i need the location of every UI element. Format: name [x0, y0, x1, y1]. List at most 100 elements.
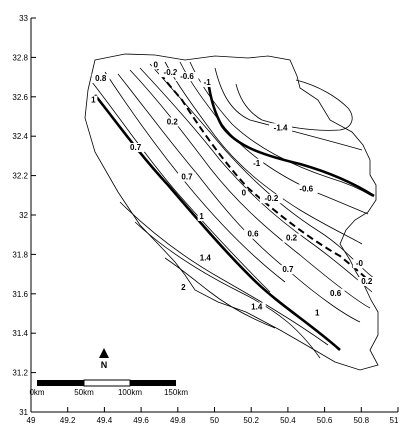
- scale-label-0: 0km: [29, 388, 44, 397]
- scale-bar-segment-3: [130, 380, 176, 386]
- north-arrow: N: [99, 348, 109, 370]
- contour-label-background: [244, 229, 263, 239]
- contour-label-text: 1: [199, 212, 204, 221]
- contour-label: 0.8: [91, 74, 110, 84]
- y-tick-label: 31.4: [12, 329, 28, 338]
- contour-labels: 0.80-0.2 -0.6-110.20.7-1.4-10.7-0.60-0.21…: [89, 60, 376, 318]
- contour-label: 0: [151, 60, 160, 70]
- x-tick-label: 49: [27, 416, 36, 425]
- contour-label-background: [352, 259, 366, 269]
- y-tick-label: 32.4: [12, 132, 28, 141]
- contour-label-text: 1: [91, 96, 96, 105]
- x-tick-label: 49.6: [133, 416, 149, 425]
- contour-label: -0.6: [175, 72, 199, 82]
- contour-label-background: [91, 74, 110, 84]
- contour-label: 0.2: [163, 117, 182, 127]
- y-tick-label: 33: [19, 14, 28, 23]
- contour-line--1.2: [214, 67, 363, 151]
- contour-label-background: [247, 302, 266, 312]
- contour-label: 1: [197, 211, 206, 221]
- contour-line-1.6: [134, 221, 321, 359]
- y-tick-label: 32: [19, 211, 28, 220]
- contour-label-text: 0.7: [282, 265, 294, 274]
- contour-label-background: [197, 211, 206, 221]
- contour-label: 0.2: [357, 276, 376, 286]
- contour-line--1: [206, 79, 375, 198]
- x-tick-label: 50.8: [354, 416, 370, 425]
- contour-label-background: [179, 282, 188, 292]
- scale-label-100: 100km: [118, 388, 142, 397]
- contour-label-background: [269, 123, 293, 133]
- contour-label: -0.2: [158, 68, 182, 78]
- north-arrow-icon: [99, 348, 109, 358]
- y-tick-label: 31: [19, 408, 28, 417]
- contour-label: 1: [313, 308, 322, 318]
- contour-label-background: [158, 68, 182, 78]
- contour-label-text: -1: [253, 159, 261, 168]
- contour-label-text: 0: [242, 188, 247, 197]
- contour-label-background: [239, 188, 248, 198]
- contour-label: 0.2: [282, 233, 301, 243]
- x-tick-label: 49.2: [60, 416, 76, 425]
- contour-line-0.4: [139, 67, 373, 293]
- contour-label: 2: [179, 282, 188, 292]
- axes: 49 49.2 49.4 49.6 49.8 50 50.2 50.4 50.6 50.8 51 3…: [12, 14, 399, 425]
- contour-label-background: [163, 117, 182, 127]
- contour-label-text: 0.7: [181, 173, 193, 182]
- contour-label-text: -1.4: [274, 123, 288, 132]
- contour-line-0: [154, 63, 369, 281]
- contour-label-background: [278, 265, 297, 275]
- contour-label-background: [200, 77, 214, 87]
- contour-label: -0.2: [259, 194, 283, 204]
- contour-line-0.9: [104, 71, 286, 283]
- x-tick-label: 50.4: [280, 416, 296, 425]
- contour-label-text: 0.7: [130, 143, 142, 152]
- contour-line-2: [164, 257, 276, 329]
- contour-label: 1: [89, 95, 98, 105]
- contour-label-text: -0: [356, 259, 364, 268]
- contour-line-1.4: [119, 201, 329, 346]
- contour-label-text: 1.4: [200, 253, 212, 262]
- contour-label-text: 0.8: [95, 74, 107, 83]
- contour-label-text: -0.2: [264, 194, 278, 203]
- contour-label: 0.7: [177, 172, 196, 182]
- x-tick-label: 51: [390, 416, 399, 425]
- contour-line--1.4: [235, 79, 353, 131]
- contour-label-background: [151, 60, 160, 70]
- x-tick-label: 49.8: [170, 416, 186, 425]
- contour-line--0.2: [164, 61, 363, 245]
- contour-label: -1.4: [269, 123, 293, 133]
- contour-label-background: [259, 194, 283, 204]
- contour-line-1: [93, 94, 341, 351]
- contour-label-text: 0.2: [167, 117, 179, 126]
- scale-label-150: 150km: [164, 388, 188, 397]
- contour-label: 1.4: [247, 302, 266, 312]
- study-area-boundary: [84, 53, 379, 371]
- contour-label: -1: [250, 158, 264, 168]
- contour-label: -0.6: [294, 184, 318, 194]
- contour-label-text: 0.2: [286, 234, 298, 243]
- contour-label-text: 1: [315, 308, 320, 317]
- x-tick-label: 50: [210, 416, 219, 425]
- contour-label-text: 2: [181, 283, 186, 292]
- scale-label-50: 50km: [74, 388, 94, 397]
- contour-label-background: [294, 184, 318, 194]
- contour-line-0.6: [129, 69, 371, 309]
- contour-label-text: -1: [204, 78, 212, 87]
- contour-label-background: [177, 172, 196, 182]
- contour-line-0.7: [117, 73, 361, 323]
- contour-label-background: [126, 142, 145, 152]
- contour-label: 0.6: [244, 229, 263, 239]
- x-tick-label: 50.6: [317, 416, 333, 425]
- y-tick-label: 32.6: [12, 93, 28, 102]
- contour-label: 0.7: [278, 265, 297, 275]
- y-tick-label: 32.2: [12, 172, 28, 181]
- contour-label-text: -0.6: [299, 184, 313, 193]
- contour-label: 0.7: [126, 142, 145, 152]
- contour-label: 0: [239, 188, 248, 198]
- contour-lines: [91, 61, 375, 359]
- contour-label-text: 0.6: [247, 230, 259, 239]
- contour-label: 1.4: [196, 253, 215, 263]
- contour-label-background: [89, 95, 98, 105]
